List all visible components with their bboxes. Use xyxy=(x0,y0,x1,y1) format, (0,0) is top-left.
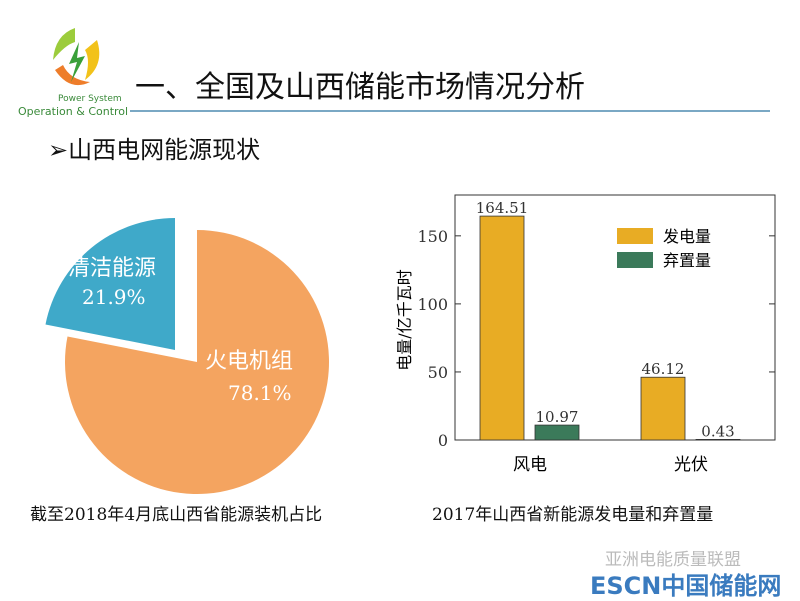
slice-label: 清洁能源 xyxy=(68,256,156,281)
pie-slice-thermal xyxy=(65,230,330,494)
pie-slice-clean xyxy=(45,218,176,350)
watermark-site: ESCN中国储能网 xyxy=(590,572,782,600)
plot-frame xyxy=(454,194,776,441)
section-heading-text: 山西电网能源现状 xyxy=(68,136,261,164)
pie-chart: 火电机组 78.1% 清洁能源 21.9% xyxy=(45,218,330,494)
legend-label: 发电量 xyxy=(663,227,711,246)
section-heading: ➢山西电网能源现状 xyxy=(48,130,260,165)
slice-label: 火电机组 xyxy=(205,349,293,374)
bar-value-label: 164.51 xyxy=(476,199,529,217)
slice-value: 78.1% xyxy=(228,381,292,405)
y-tick-label: 50 xyxy=(428,363,448,382)
bar xyxy=(534,424,580,441)
bar-value-label: 46.12 xyxy=(642,360,685,378)
y-axis-label: 电量/亿千瓦时 xyxy=(395,269,414,370)
x-tick-label: 风电 xyxy=(513,455,547,475)
bar-value-label: 10.97 xyxy=(536,408,579,426)
page-title: 一、全国及山西储能市场情况分析 xyxy=(135,70,585,105)
pie-caption: 截至2018年4月底山西省能源装机占比 xyxy=(30,505,323,525)
slice-value: 21.9% xyxy=(82,285,146,309)
bar-value-label: 0.43 xyxy=(701,422,734,440)
y-tick-label: 100 xyxy=(417,295,448,314)
watermark-wechat: 亚洲电能质量联盟 xyxy=(605,550,741,570)
legend-swatch xyxy=(617,252,653,268)
y-tick-label: 150 xyxy=(417,227,448,246)
bar xyxy=(479,215,525,441)
bar-caption: 2017年山西省新能源发电量和弃置量 xyxy=(432,505,714,525)
x-tick-label: 光伏 xyxy=(674,455,708,475)
bar xyxy=(695,439,741,441)
logo-icon xyxy=(53,28,100,86)
legend-swatch xyxy=(617,228,653,244)
divider xyxy=(130,110,770,112)
bar-chart: 电量/亿千瓦时 0 50 100 150 风电 164.51 10.97 光伏 46.12 0.4… xyxy=(395,194,776,475)
y-tick-label: 0 xyxy=(438,431,448,450)
logo-text: Operation & Control xyxy=(18,105,129,118)
bullet-icon: ➢ xyxy=(48,136,69,164)
bar xyxy=(640,376,686,441)
legend-label: 弃置量 xyxy=(663,251,711,270)
logo-text: Power System xyxy=(58,94,122,104)
